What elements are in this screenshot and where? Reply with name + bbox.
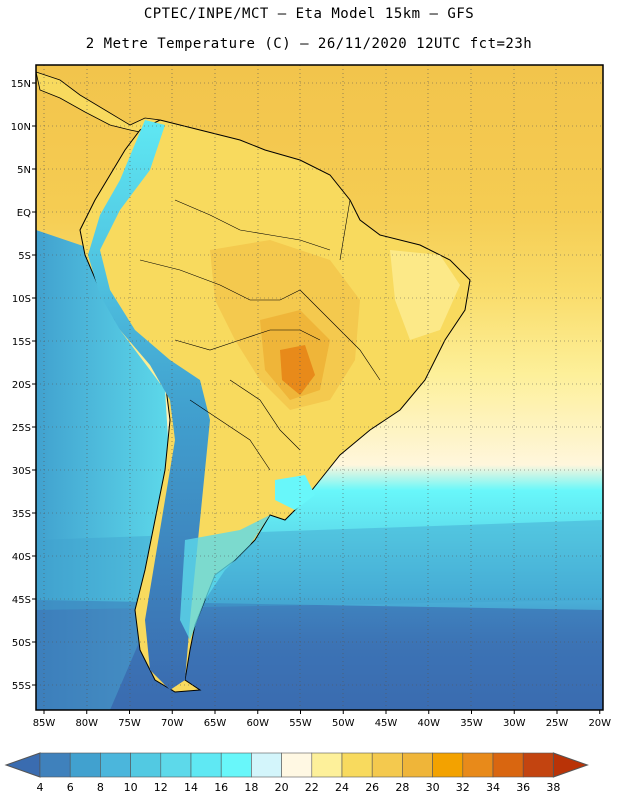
colorbar-cell: [220, 752, 252, 778]
lat-tick-label: 15S: [12, 337, 31, 348]
colorbar-cell: [69, 752, 101, 778]
colorbar-label: 18: [244, 781, 258, 794]
map-subtitle: 2 Metre Temperature (C) – 26/11/2020 12U…: [85, 36, 533, 52]
lon-tick-label: 60W: [246, 718, 269, 729]
colorbar-label: 14: [184, 781, 198, 794]
colorbar-cell: [281, 752, 313, 778]
map-field: [36, 65, 603, 710]
lat-tick-label: 10S: [12, 294, 31, 305]
colorbar-label: 10: [124, 781, 138, 794]
longitude-labels: 85W 80W 75W 70W 65W 60W 55W 50W 45W 40W 35W 30W 25W 2…: [33, 710, 611, 729]
northeast-mild-zone: [390, 250, 460, 340]
lon-tick-label: 35W: [460, 718, 483, 729]
lat-tick-label: 35S: [12, 509, 31, 520]
latitude-labels: 15N 10N 5N EQ 5S 10S 15S 20S 25S 30S 35S 40S 45S 50S 5…: [11, 79, 36, 692]
colorbar-cells: [4, 752, 589, 778]
colorbar-cell: [311, 752, 343, 778]
lon-tick-label: 75W: [118, 718, 141, 729]
lon-tick-label: 25W: [546, 718, 569, 729]
lat-tick-label: 5N: [17, 165, 31, 176]
colorbar-label: 20: [275, 781, 289, 794]
colorbar-cell: [190, 752, 222, 778]
colorbar-max-arrow: [552, 752, 589, 778]
lat-tick-label: 5S: [18, 251, 31, 262]
colorbar-label: 24: [335, 781, 349, 794]
lat-tick-label: 10N: [11, 122, 31, 133]
lat-tick-label: 20S: [12, 380, 31, 391]
colorbar-label: 4: [37, 781, 44, 794]
lat-tick-label: 40S: [12, 552, 31, 563]
colorbar-label: 28: [395, 781, 409, 794]
map-title: CPTEC/INPE/MCT – Eta Model 15km – GFS: [143, 6, 475, 22]
southern-ocean-field: [36, 600, 603, 710]
map-frame: [35, 64, 604, 711]
pacific-field: [36, 230, 170, 710]
temperature-map: 85W 80W 75W 70W 65W 60W 55W 50W 45W 40W 35W 30W 25W 2…: [11, 64, 611, 729]
colorbar-label: 30: [426, 781, 440, 794]
lat-tick-label: 30S: [12, 466, 31, 477]
lon-tick-label: 20W: [588, 718, 611, 729]
colorbar-cell: [432, 752, 464, 778]
colorbar-label: 38: [546, 781, 560, 794]
patagonia-cool-zone: [180, 515, 270, 640]
colorbar-label: 12: [154, 781, 168, 794]
lon-tick-label: 50W: [332, 718, 355, 729]
lon-tick-label: 80W: [75, 718, 98, 729]
colorbar-cell: [130, 752, 162, 778]
lon-tick-label: 30W: [503, 718, 526, 729]
graticule: [36, 65, 603, 710]
interior-hotspot: [280, 345, 315, 395]
lat-tick-label: 15N: [11, 79, 31, 90]
colorbar-labels: 4 6 8 10 12 14 16 18 20 22 24 26 28 30 32 34 36 38: [37, 781, 561, 794]
colorbar-cell: [251, 752, 282, 778]
lat-tick-label: 45S: [12, 595, 31, 606]
colorbar-label: 32: [456, 781, 470, 794]
lon-tick-label: 70W: [161, 718, 184, 729]
uruguay-cool-patch: [275, 475, 315, 510]
colorbar-cell: [402, 752, 433, 778]
colorbar: 4 6 8 10 12 14 16 18 20 22 24 26 28 30 32 34 36 38: [4, 752, 589, 794]
colorbar-label: 22: [305, 781, 319, 794]
colorbar-label: 34: [486, 781, 500, 794]
colorbar-min-arrow: [4, 752, 41, 778]
colorbar-label: 16: [214, 781, 228, 794]
colorbar-label: 8: [97, 781, 104, 794]
lon-tick-label: 45W: [375, 718, 398, 729]
andes-cold-strip: [88, 120, 210, 690]
colorbar-cell: [341, 752, 373, 778]
colorbar-cell: [39, 752, 71, 778]
colorbar-cell: [462, 752, 494, 778]
colorbar-cell: [160, 752, 192, 778]
lon-tick-label: 40W: [417, 718, 440, 729]
lat-tick-label: 50S: [12, 638, 31, 649]
lon-tick-label: 65W: [204, 718, 227, 729]
colorbar-cell: [492, 752, 524, 778]
lat-tick-label: 25S: [12, 423, 31, 434]
lon-tick-label: 55W: [289, 718, 312, 729]
lat-tick-label: 55S: [12, 681, 31, 692]
colorbar-label: 26: [365, 781, 379, 794]
colorbar-cell: [522, 752, 554, 778]
colorbar-cell: [100, 752, 131, 778]
lon-tick-label: 85W: [33, 718, 56, 729]
lat-tick-label: EQ: [17, 208, 31, 219]
colorbar-label: 36: [516, 781, 530, 794]
colorbar-cell: [371, 752, 403, 778]
country-borders: [139, 199, 381, 471]
colorbar-label: 6: [67, 781, 74, 794]
